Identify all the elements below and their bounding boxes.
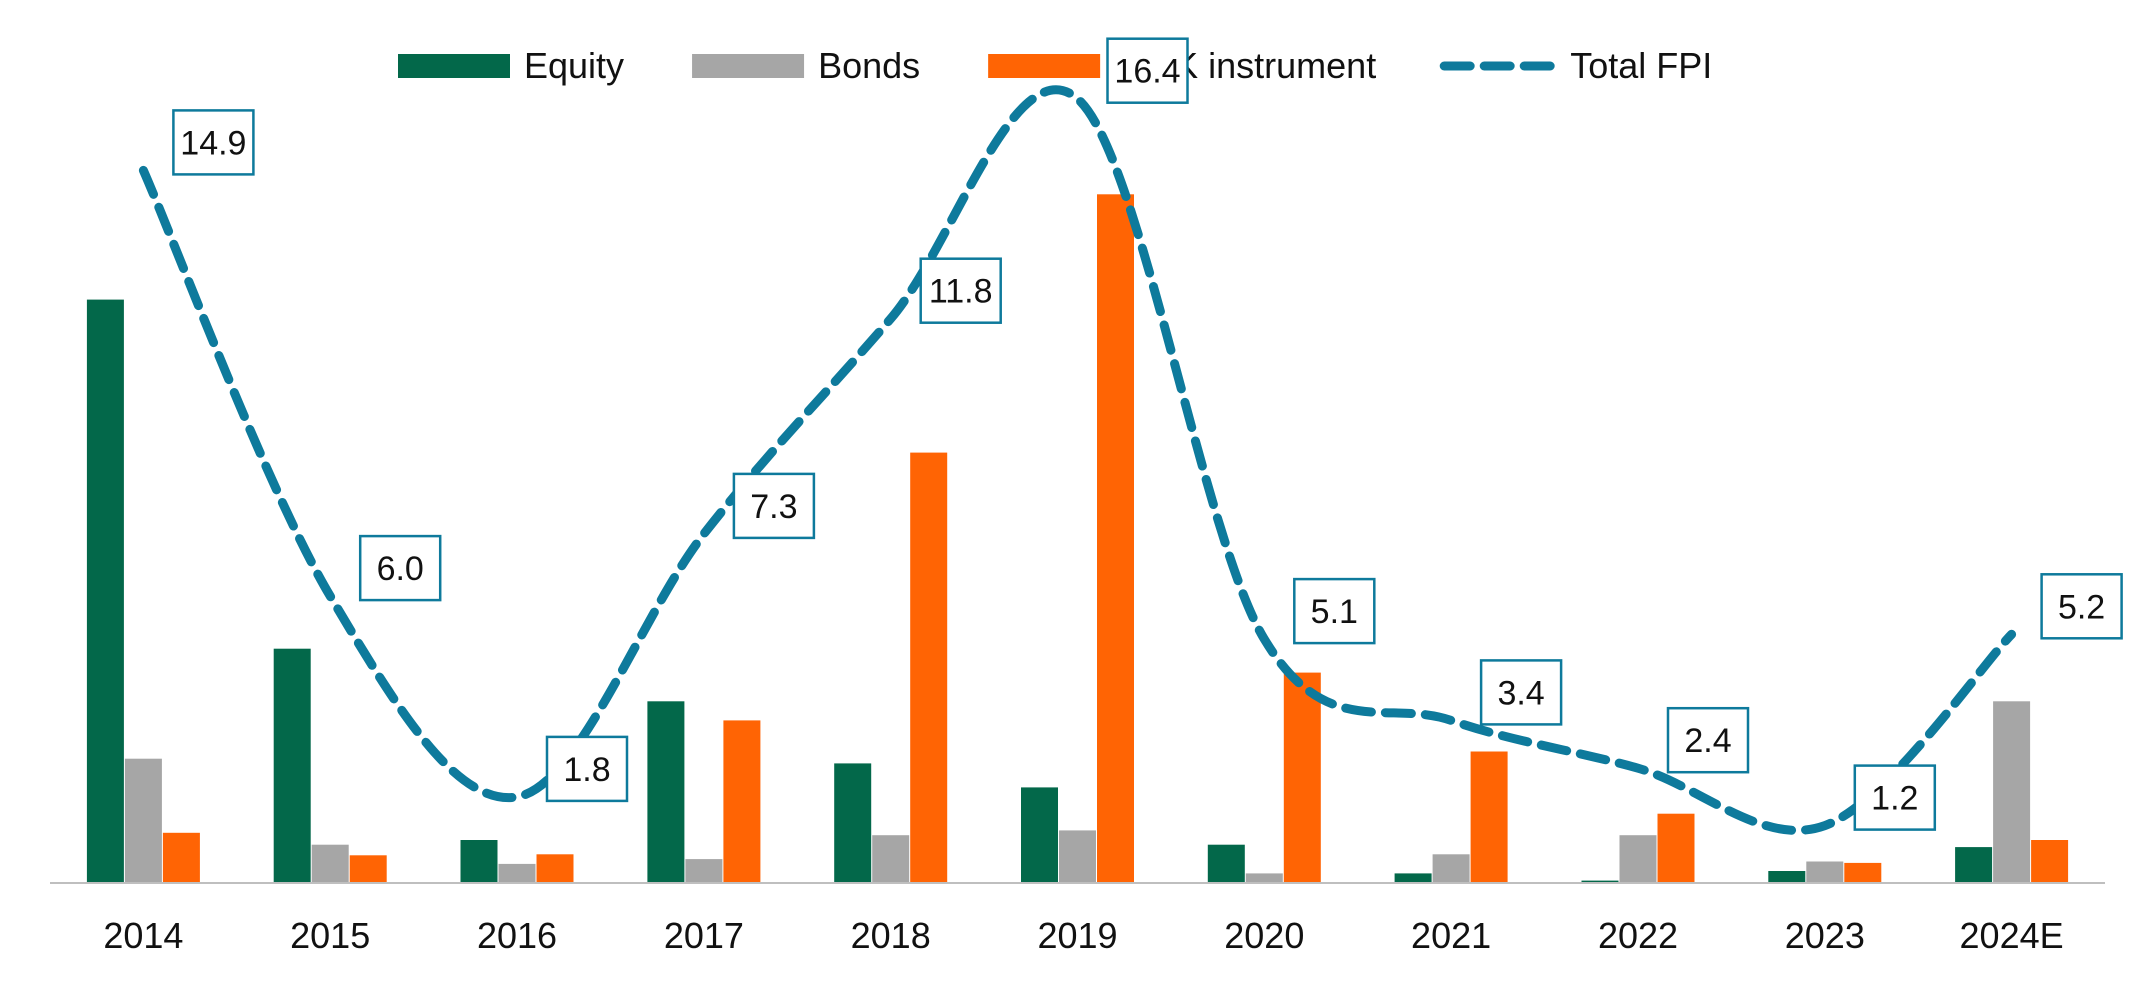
bar-mmk-instrument-2022: [1657, 813, 1695, 883]
x-tick-2017: 2017: [664, 915, 744, 956]
legend-label-equity: Equity: [524, 45, 624, 86]
total-fpi-line: [138, 85, 2017, 835]
bar-mmk-instrument-2024e: [2031, 840, 2069, 883]
label-text-2024e: 5.2: [2058, 588, 2105, 626]
legend: Equity Bonds MMK instrument Total FPI: [398, 45, 1712, 86]
bar-equity-2014: [86, 299, 124, 884]
label-text-2017: 7.3: [750, 488, 797, 526]
x-tick-2018: 2018: [851, 915, 931, 956]
bar-mmk-instrument-2021: [1470, 751, 1508, 883]
bar-equity-2015: [273, 648, 311, 883]
label-box-2017: [732, 472, 816, 540]
bar-bonds-2021: [1432, 854, 1470, 883]
legend-swatch-mmk-instrument: [988, 54, 1101, 78]
bar-equity-2018: [834, 763, 872, 883]
label-box-2023: [1853, 764, 1937, 831]
label-text-2021: 3.4: [1497, 674, 1544, 712]
bar-mmk-instrument-2023: [1844, 862, 1882, 883]
bar-bonds-2017: [685, 859, 723, 883]
legend-item-equity: Equity: [398, 45, 624, 86]
bar-bonds-2016: [498, 863, 536, 883]
bar-bonds-2024e: [1993, 701, 2031, 883]
total-label-2021: 3.4: [1479, 659, 1563, 726]
bar-bonds-2014: [124, 758, 162, 883]
bar-equity-2017: [647, 701, 685, 883]
x-tick-2021: 2021: [1411, 915, 1491, 956]
total-label-2017: 7.3: [732, 472, 816, 540]
x-tick-2016: 2016: [477, 915, 557, 956]
bar-equity-2022: [1581, 880, 1619, 883]
bar-mmk-instrument-2019: [1097, 194, 1134, 884]
label-text-2016: 1.8: [563, 751, 610, 789]
bar-bonds-2020: [1245, 873, 1283, 883]
x-tick-labels: 2014 2015 2016 2017 2018 2019 2020 2021 2022 2023…: [103, 915, 2063, 956]
bar-bonds-2015: [311, 844, 349, 883]
legend-swatch-bonds: [692, 54, 805, 78]
legend-item-total-fpi: Total FPI: [1439, 45, 1712, 86]
bar-bonds-2019: [1059, 830, 1096, 883]
label-box-2015: [358, 534, 442, 602]
label-box-2021: [1479, 659, 1563, 726]
total-label-2016: 1.8: [545, 735, 629, 803]
total-label-2024e: 5.2: [2040, 573, 2123, 640]
label-box-2020: [1293, 577, 1376, 645]
label-text-2018: 11.8: [929, 273, 993, 311]
label-text-2023: 1.2: [1871, 780, 1918, 818]
bar-equity-2019: [1021, 787, 1058, 883]
bar-bonds-2022: [1619, 835, 1657, 883]
data-labels: 14.9 6.0 1.8 7.3 11.8 16.4 5.1 3.4 2.4 1.2 5.2: [172, 37, 2123, 831]
bar-equity-2020: [1207, 844, 1245, 883]
bar-mmk-instrument-2018: [910, 452, 948, 883]
legend-label-total-fpi: Total FPI: [1570, 45, 1712, 86]
label-box-2019: [1106, 37, 1189, 104]
legend-item-bonds: Bonds: [692, 45, 920, 86]
label-text-2022: 2.4: [1684, 722, 1731, 760]
total-label-2015: 6.0: [358, 534, 442, 602]
label-text-2019: 16.4: [1114, 53, 1180, 91]
bar-bonds-2018: [872, 835, 910, 883]
x-tick-2022: 2022: [1598, 915, 1678, 956]
label-box-2016: [545, 735, 629, 803]
label-box-2024e: [2040, 573, 2123, 640]
x-tick-2024e: 2024E: [1960, 915, 2064, 956]
total-label-2014: 14.9: [172, 109, 255, 176]
label-box-2022: [1666, 706, 1750, 774]
bar-equity-2016: [460, 840, 498, 883]
label-text-2014: 14.9: [180, 124, 246, 162]
total-label-2020: 5.1: [1293, 577, 1376, 645]
total-label-2023: 1.2: [1853, 764, 1937, 831]
bar-bonds-2023: [1806, 861, 1844, 883]
bar-mmk-instrument-2015: [349, 855, 387, 883]
bar-mmk-instrument-2017: [723, 720, 761, 883]
total-label-2019: 16.4: [1106, 37, 1189, 104]
legend-label-bonds: Bonds: [818, 45, 920, 86]
x-tick-2014: 2014: [103, 915, 183, 956]
label-box-2014: [172, 109, 255, 176]
x-tick-2015: 2015: [290, 915, 370, 956]
bar-mmk-instrument-2020: [1283, 672, 1321, 883]
legend-swatch-equity: [398, 54, 510, 78]
x-tick-2019: 2019: [1037, 915, 1117, 956]
total-label-2022: 2.4: [1666, 706, 1750, 774]
x-tick-2023: 2023: [1785, 915, 1865, 956]
bar-equity-2021: [1394, 873, 1432, 883]
x-tick-2020: 2020: [1224, 915, 1304, 956]
bar-mmk-instrument-2014: [162, 832, 200, 883]
bar-equity-2023: [1768, 871, 1806, 883]
bars: [86, 194, 2069, 884]
bar-mmk-instrument-2016: [536, 854, 574, 883]
bar-equity-2024e: [1955, 847, 1993, 883]
label-text-2020: 5.1: [1311, 593, 1358, 631]
label-text-2015: 6.0: [377, 550, 424, 588]
total-label-2018: 11.8: [919, 257, 1002, 324]
label-box-2018: [919, 257, 1002, 324]
